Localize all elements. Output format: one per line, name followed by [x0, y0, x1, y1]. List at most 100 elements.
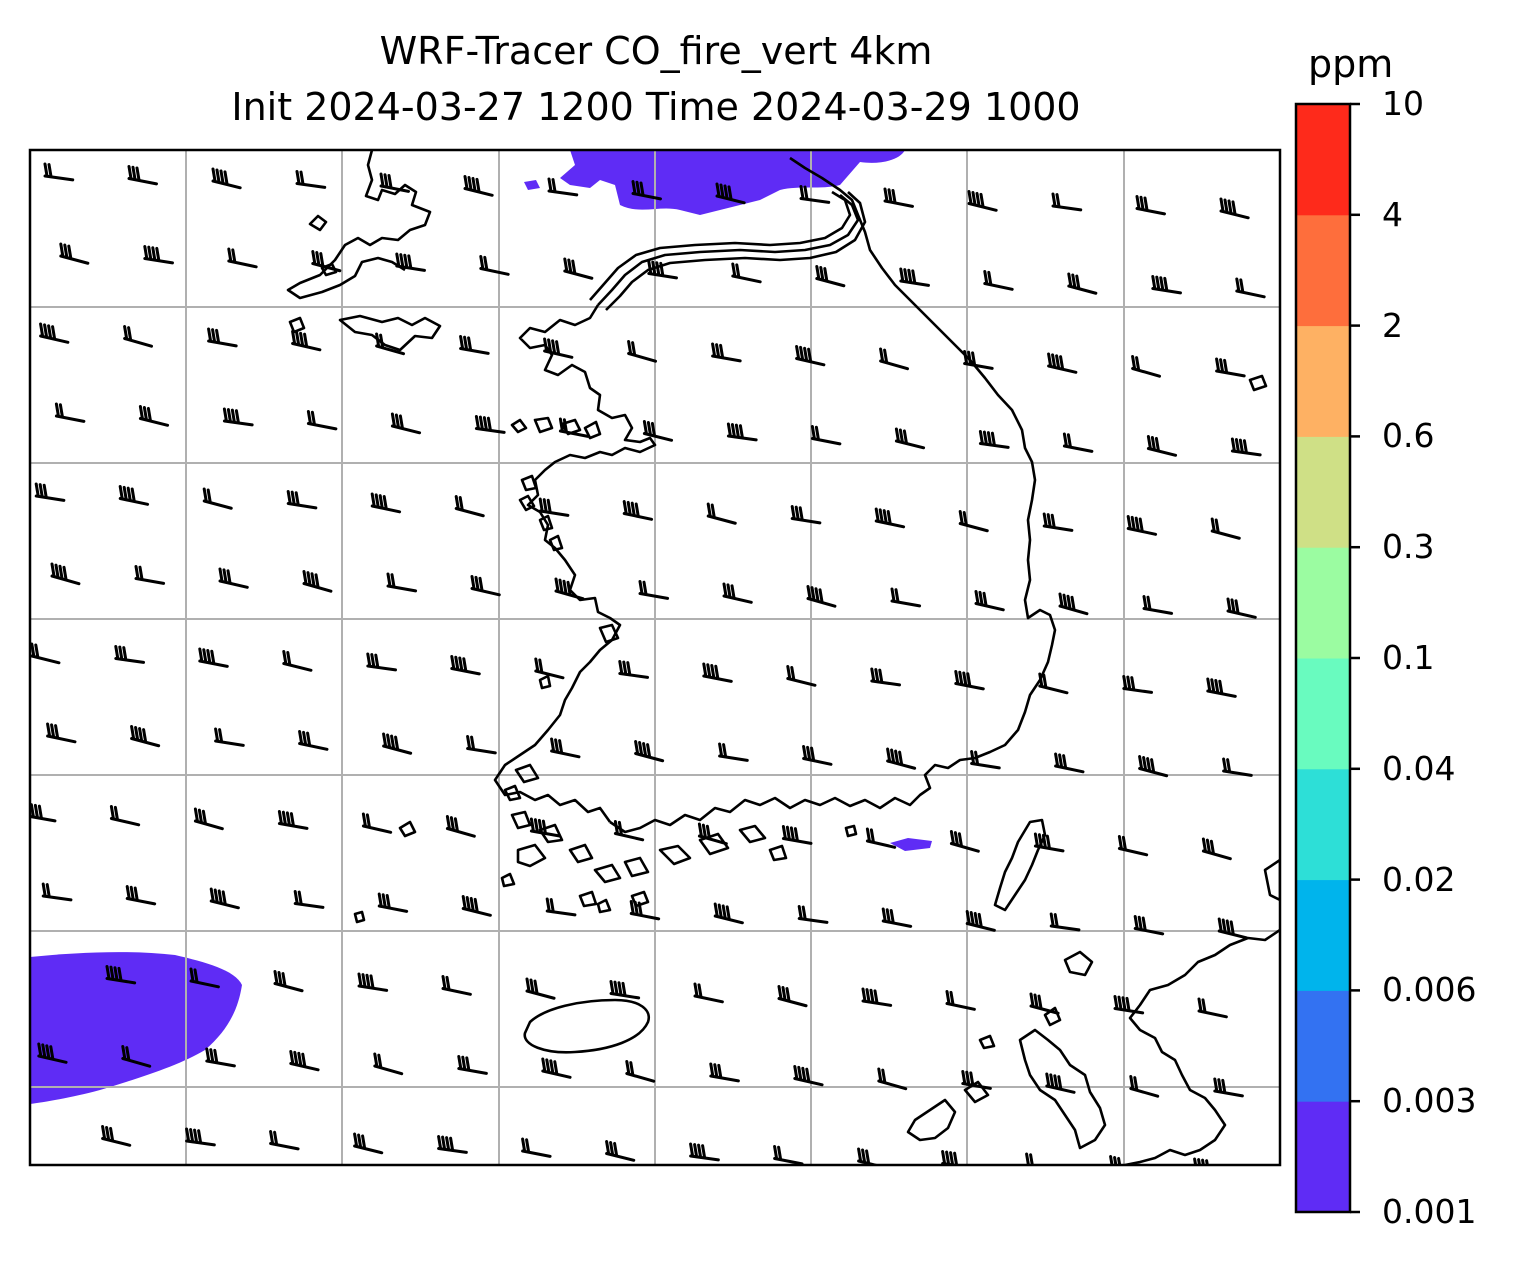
- wind-barb: [731, 262, 762, 284]
- wind-barb: [543, 337, 574, 359]
- coastline-korea-south: [609, 156, 1057, 834]
- colorbar-tick-label: 0.001: [1382, 1192, 1477, 1231]
- wind-barb: [470, 575, 501, 597]
- wind-barb: [466, 735, 497, 755]
- wind-barb: [954, 670, 985, 691]
- wind-barb: [1206, 677, 1237, 698]
- tracer-plume-small: [890, 838, 932, 851]
- colorbar-tick-label: 0.3: [1382, 527, 1435, 567]
- tracer-plume-southwest: [30, 952, 242, 1104]
- wind-barb: [613, 820, 645, 842]
- wind-barb: [881, 907, 913, 928]
- wind-barb: [54, 402, 86, 423]
- wind-barb: [37, 1042, 68, 1064]
- wind-barb: [886, 747, 917, 770]
- wind-barb: [379, 172, 410, 193]
- wind-barb: [395, 252, 426, 272]
- wind-barb: [647, 260, 678, 280]
- coastlines: [286, 150, 1280, 1165]
- wind-barb: [30, 642, 61, 665]
- wind-barb: [441, 975, 472, 996]
- wind-barb: [1142, 595, 1174, 615]
- wind-barb: [1042, 512, 1074, 532]
- colorbar-tick-label: 0.04: [1382, 748, 1456, 788]
- wind-barb: [894, 427, 926, 450]
- colorbar-segment: [1296, 104, 1350, 216]
- wind-barb: [786, 665, 817, 687]
- colorbar-tick-label: 0.1: [1382, 638, 1435, 677]
- colorbar-tick-label: 0.006: [1382, 970, 1477, 1010]
- wind-barb: [1151, 275, 1182, 295]
- wind-barb: [125, 885, 157, 906]
- colorbar-segment: [1296, 658, 1350, 770]
- wind-barb: [874, 507, 906, 529]
- wind-barb: [545, 897, 577, 917]
- wind-barb: [222, 407, 254, 427]
- colorbar-tick-label: 0.003: [1382, 1081, 1477, 1121]
- wind-barb: [479, 255, 510, 276]
- wind-barb: [689, 1142, 720, 1162]
- wind-barb: [1047, 352, 1078, 374]
- wind-barb: [529, 817, 561, 838]
- wind-barb: [773, 1145, 804, 1165]
- wind-barb: [974, 590, 1005, 612]
- wind-barb: [1217, 917, 1248, 940]
- wind-barb: [1135, 195, 1166, 216]
- wind-barb: [34, 482, 66, 502]
- colorbar-segment: [1296, 325, 1350, 437]
- wind-barb: [697, 822, 728, 846]
- wind-barb: [370, 492, 402, 514]
- wind-barb: [609, 980, 641, 1000]
- wind-barb: [59, 242, 90, 265]
- wind-barb: [121, 1045, 152, 1068]
- colorbar: [1296, 104, 1350, 1213]
- wind-barb: [958, 510, 989, 533]
- wind-barb: [282, 650, 313, 672]
- wind-barb: [815, 265, 846, 288]
- wind-barb: [949, 830, 980, 853]
- wind-barb: [214, 727, 245, 747]
- wind-barb: [277, 810, 309, 830]
- wind-barb: [127, 165, 158, 186]
- colorbar-segment: [1296, 547, 1350, 659]
- wind-barb: [1222, 757, 1253, 777]
- colorbar-tick-label: 2: [1382, 305, 1403, 345]
- wind-barb: [1058, 592, 1089, 616]
- tracer-plume-north: [524, 150, 905, 215]
- wind-barb: [218, 567, 249, 589]
- wind-barb: [459, 335, 490, 355]
- wind-barb: [722, 582, 753, 604]
- wind-barb: [961, 1070, 992, 1090]
- wind-barb: [806, 585, 837, 608]
- wind-barb: [361, 812, 393, 834]
- wind-barb: [1235, 277, 1266, 299]
- wind-barb: [713, 902, 744, 925]
- wind-barb: [1051, 192, 1083, 212]
- wind-barb: [797, 905, 829, 924]
- wind-barb: [983, 270, 1014, 291]
- wind-barb: [205, 1047, 236, 1068]
- wind-barb: [1131, 355, 1162, 378]
- wind-barb: [291, 330, 322, 352]
- wind-barb: [861, 987, 893, 1007]
- wind-barb: [970, 750, 1001, 770]
- wind-barb: [41, 882, 73, 902]
- wind-barb: [605, 1140, 636, 1162]
- colorbar-segment: [1296, 214, 1350, 327]
- wind-barb: [269, 1130, 300, 1151]
- wind-barb: [306, 410, 338, 431]
- wind-barb: [454, 495, 485, 518]
- colorbar-tick-label: 10: [1382, 84, 1424, 123]
- colorbar-ticks: [1350, 102, 1360, 1214]
- wind-barb: [1062, 432, 1094, 453]
- wind-barb: [289, 1050, 320, 1072]
- wind-barb: [795, 345, 826, 367]
- wind-barb: [101, 1125, 132, 1147]
- wind-barb: [563, 257, 594, 280]
- wind-barb: [185, 1127, 216, 1147]
- wind-barb: [1215, 357, 1246, 378]
- wind-barb: [1049, 912, 1081, 932]
- wind-barb: [227, 247, 258, 269]
- wind-barb: [43, 162, 75, 182]
